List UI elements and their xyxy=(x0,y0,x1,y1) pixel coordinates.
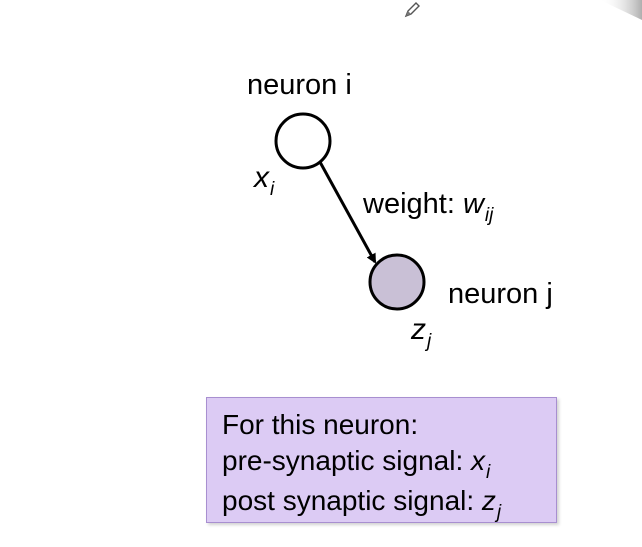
z-j-label: zj xyxy=(411,313,431,352)
weight-arrow xyxy=(318,161,377,264)
corner-shadow xyxy=(600,0,642,20)
pre-synaptic-var: x xyxy=(471,445,486,476)
pencil-icon[interactable] xyxy=(402,0,422,20)
neuron-j-label: neuron j xyxy=(448,278,553,310)
pre-synaptic-sub: i xyxy=(486,462,491,483)
x-i-label: xi xyxy=(254,161,274,200)
post-synaptic-text: post synaptic signal: xyxy=(222,485,482,516)
weight-label: weight: wij xyxy=(363,188,493,226)
post-synaptic-sub: j xyxy=(496,502,502,523)
info-line-title: For this neuron: xyxy=(222,409,419,440)
z-var: z xyxy=(411,313,426,346)
pre-synaptic-text: pre-synaptic signal: xyxy=(222,445,472,476)
weight-var: w xyxy=(462,188,484,220)
neuron-i-label: neuron i xyxy=(247,69,352,101)
info-box: For this neuron: pre-synaptic signal: xi… xyxy=(206,397,557,523)
post-synaptic-var: z xyxy=(481,485,496,516)
z-sub: j xyxy=(427,331,432,352)
x-sub: i xyxy=(270,179,275,200)
info-line-pre-synaptic: pre-synaptic signal: xi xyxy=(222,443,556,483)
neuron-i-node xyxy=(274,112,332,170)
neuron-j-node xyxy=(368,253,426,311)
weight-sub: ij xyxy=(484,205,494,226)
info-line-post-synaptic: post synaptic signal: zj xyxy=(222,483,556,523)
x-var: x xyxy=(254,161,269,194)
weight-prefix: weight: xyxy=(363,188,463,220)
